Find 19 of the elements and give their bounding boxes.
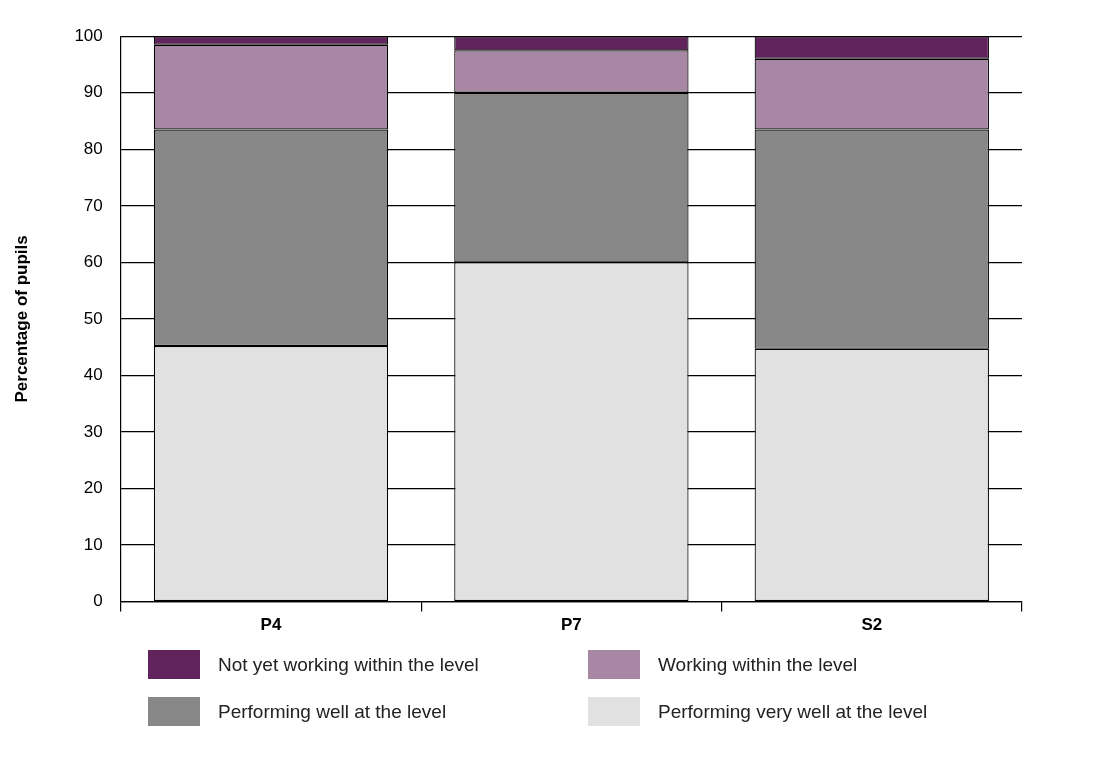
y-tick-label: 10 xyxy=(83,534,103,554)
legend-label: Working within the level xyxy=(658,653,858,676)
y-tick-label: 100 xyxy=(74,25,103,45)
y-tick-label: 50 xyxy=(83,308,103,328)
legend-label: Performing very well at the level xyxy=(658,700,928,723)
y-tick-label: 0 xyxy=(93,591,103,611)
x-tick-label: P4 xyxy=(260,615,282,635)
legend-label: Not yet working within the level xyxy=(218,653,479,676)
y-tick-label: 90 xyxy=(83,82,103,102)
legend-label: Performing well at the level xyxy=(218,700,447,723)
y-axis-title: Percentage of pupils xyxy=(11,235,31,403)
y-tick-label: 70 xyxy=(83,195,103,215)
y-tick-label: 40 xyxy=(83,365,103,385)
y-tick-label: 20 xyxy=(83,478,103,498)
y-tick-label: 60 xyxy=(83,252,103,272)
x-tick-label: P7 xyxy=(560,615,582,635)
y-tick-label: 80 xyxy=(83,138,103,158)
x-tick-label: S2 xyxy=(861,615,883,635)
y-tick-label: 30 xyxy=(83,421,103,441)
